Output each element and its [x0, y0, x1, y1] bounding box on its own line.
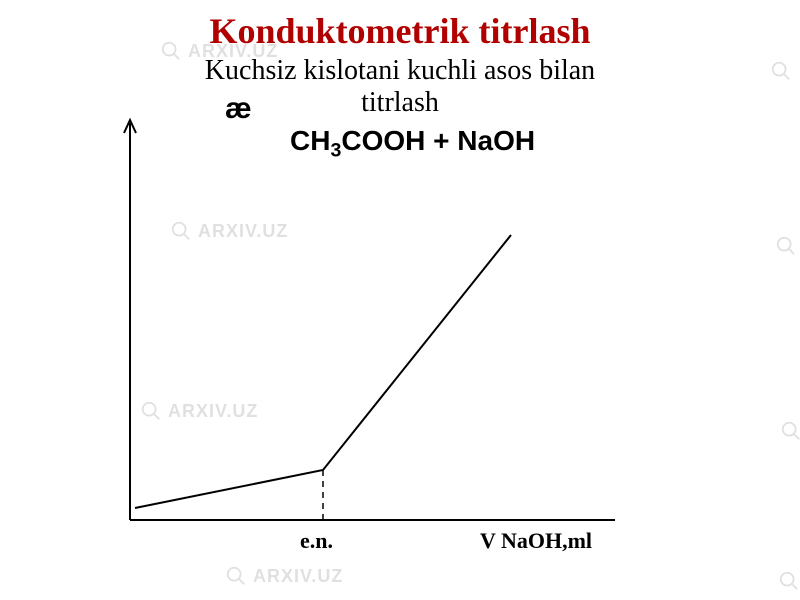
titration-chart [105, 115, 625, 535]
watermark-text: ARXIV.UZ [198, 221, 288, 242]
magnifier-icon [780, 420, 800, 442]
watermark: ARXIV.UZ [140, 400, 258, 422]
magnifier-icon [770, 60, 792, 82]
watermark: ARXIV.UZ [170, 220, 288, 242]
titration-curve [135, 235, 511, 508]
watermark [778, 570, 800, 592]
x-axis-label-equivalence: e.n. [300, 528, 333, 554]
watermark-text: ARXIV.UZ [188, 41, 278, 62]
magnifier-icon [160, 40, 182, 62]
watermark [780, 420, 800, 442]
magnifier-icon [775, 235, 797, 257]
magnifier-icon [170, 220, 192, 242]
x-axis-label-volume: V NaOH,ml [480, 528, 592, 554]
watermark [770, 60, 792, 82]
watermark: ARXIV.UZ [160, 40, 278, 62]
magnifier-icon [778, 570, 800, 592]
watermark [775, 235, 797, 257]
page-subtitle: Kuchsiz kislotani kuchli asos bilan titr… [200, 55, 600, 119]
magnifier-icon [225, 565, 247, 587]
watermark-text: ARXIV.UZ [168, 401, 258, 422]
watermark-text: ARXIV.UZ [253, 566, 343, 587]
watermark: ARXIV.UZ [225, 565, 343, 587]
magnifier-icon [140, 400, 162, 422]
